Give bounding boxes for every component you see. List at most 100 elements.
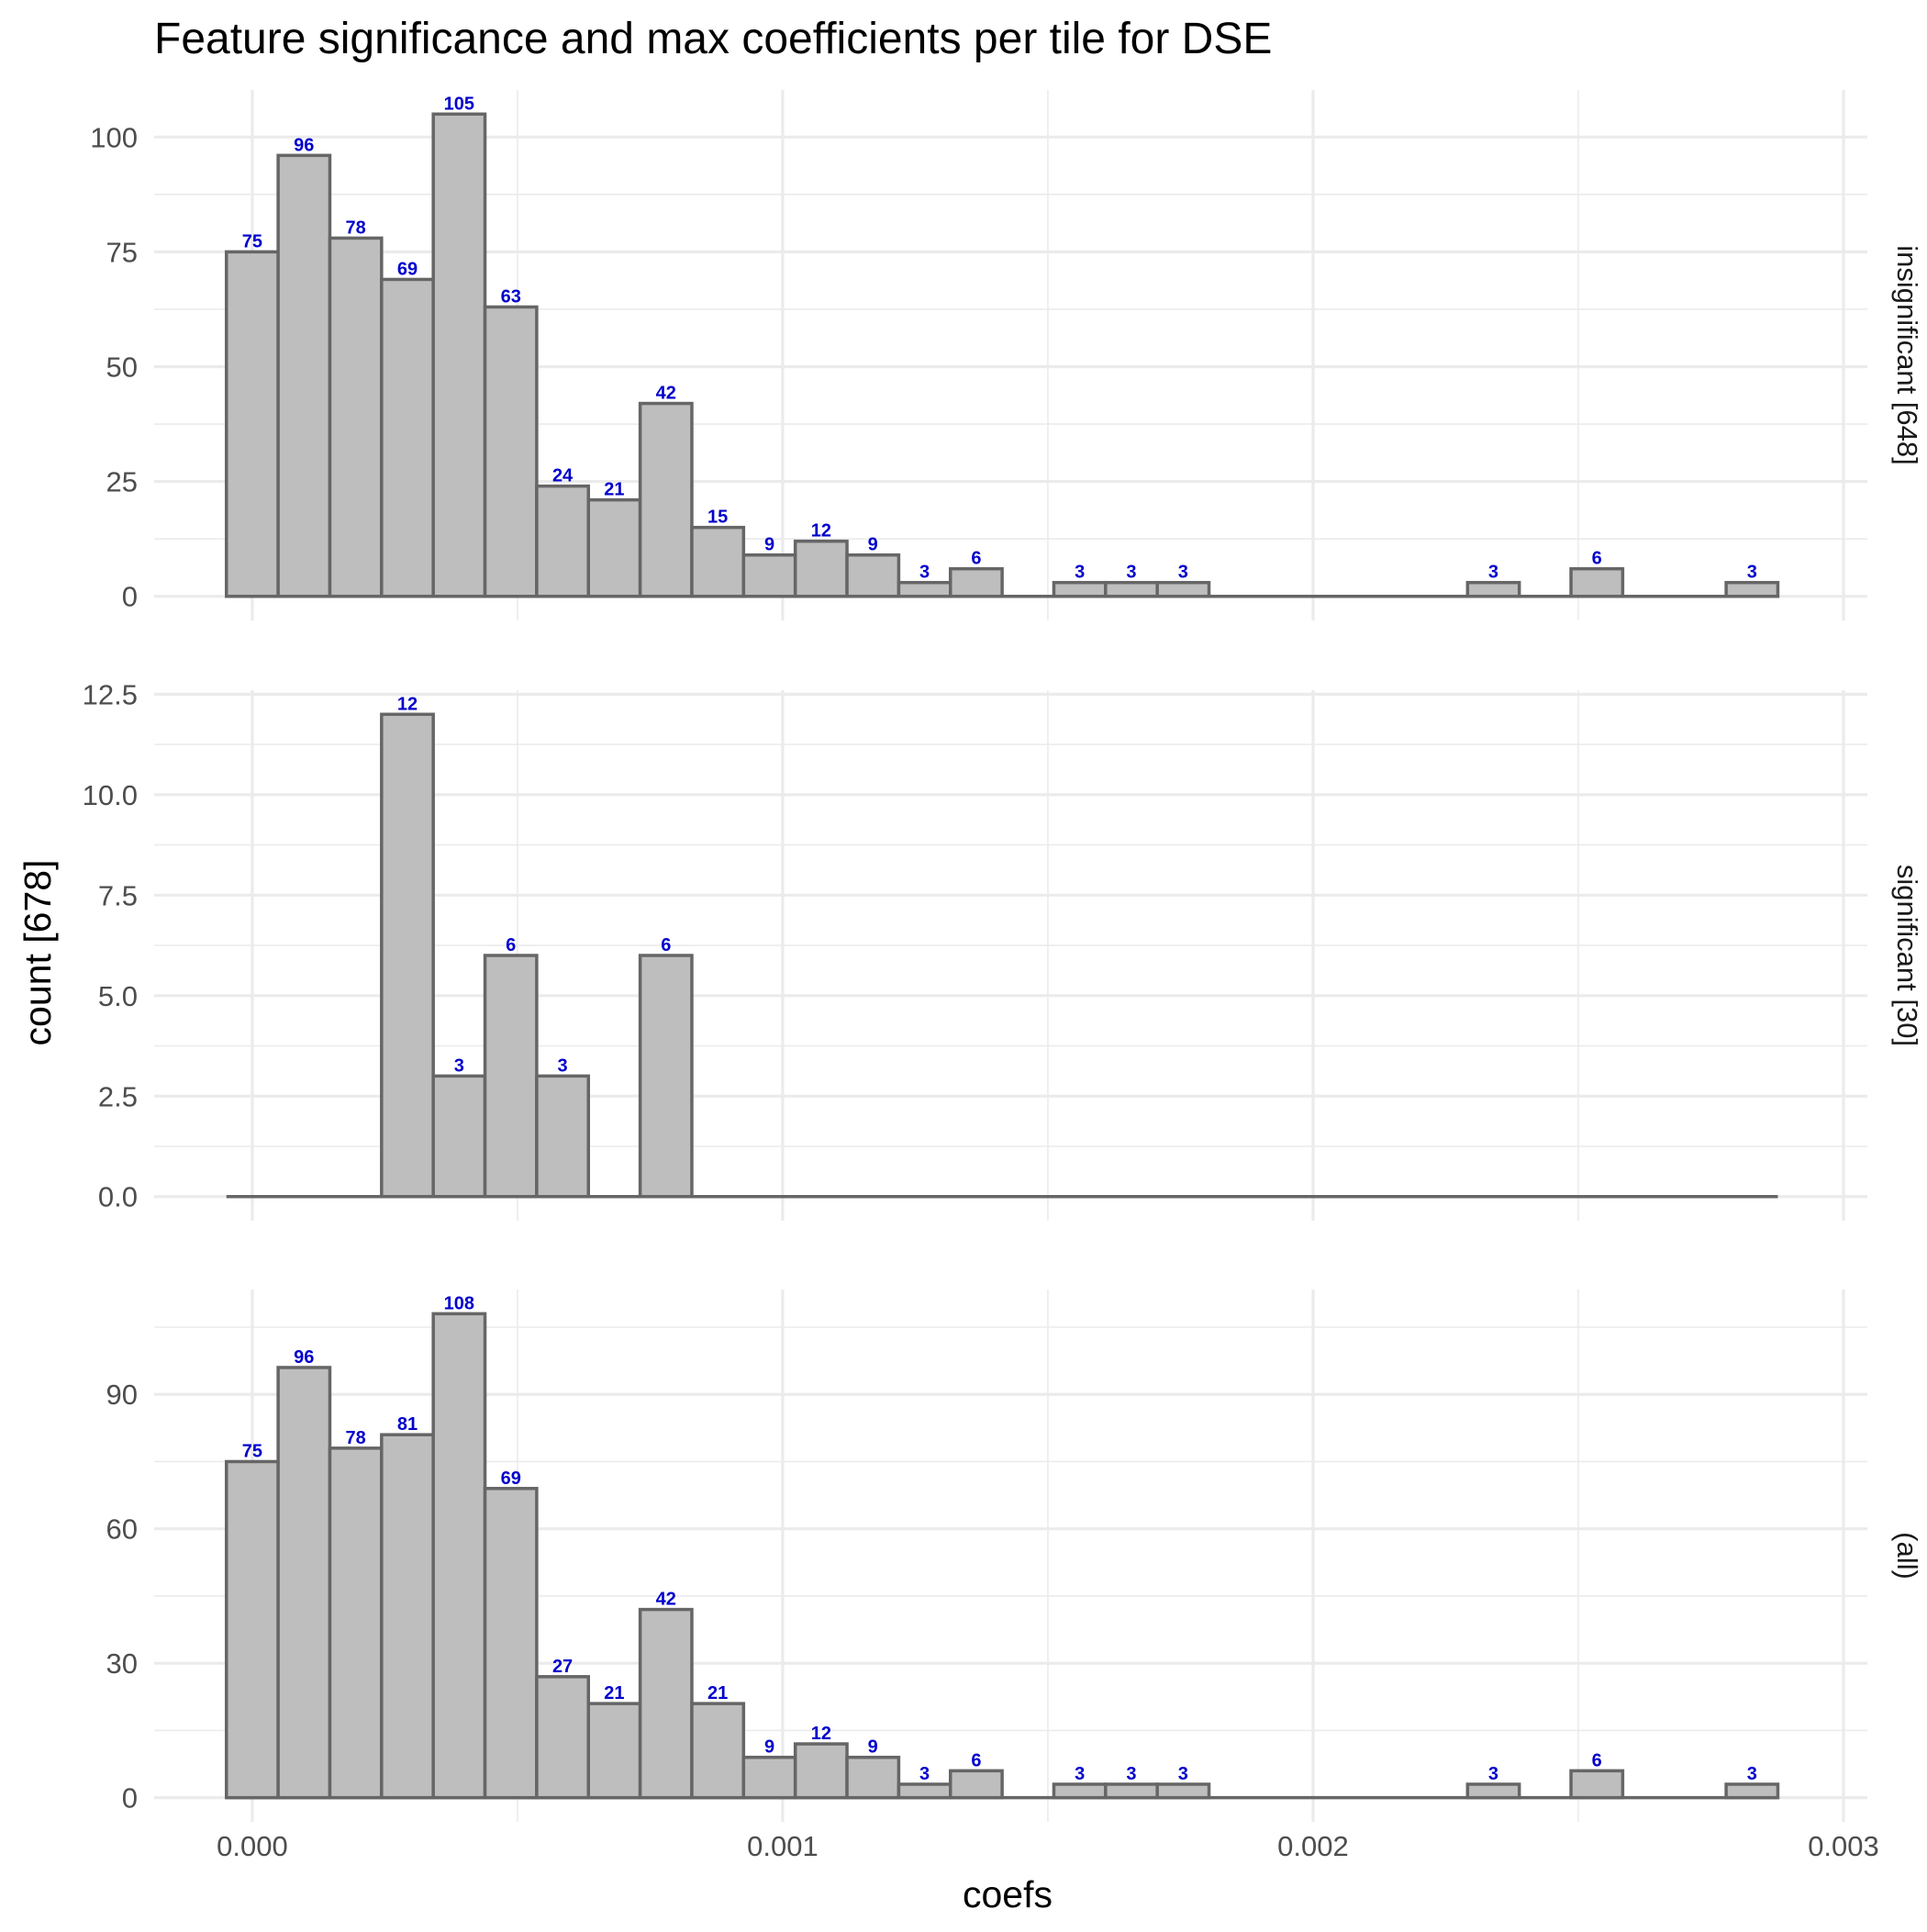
- bar-count-label: 3: [1178, 563, 1188, 583]
- bar-count-label: 9: [868, 1737, 878, 1758]
- bar-count-label: 6: [971, 1750, 981, 1770]
- histogram-bar: [328, 1446, 384, 1800]
- y-tick-label: 60: [106, 1513, 138, 1546]
- bar-count-label: 78: [346, 1428, 366, 1448]
- histogram-bar: [328, 236, 384, 598]
- histogram-bar: [276, 153, 332, 598]
- bar-count-label: 12: [811, 1724, 831, 1744]
- histogram-bar: [1155, 1782, 1211, 1800]
- y-tick-label: 50: [106, 352, 138, 384]
- histogram-bar: [1465, 580, 1521, 598]
- bar-count-label: 105: [444, 94, 474, 114]
- histogram-bar: [1465, 1782, 1521, 1800]
- histogram-bar: [845, 553, 901, 598]
- histogram-bar: [276, 1366, 332, 1800]
- bar-count-label: 27: [552, 1657, 573, 1677]
- histogram-bar: [741, 1755, 797, 1800]
- bar-count-label: 9: [764, 535, 774, 555]
- histogram-bar: [535, 1074, 591, 1199]
- bar-count-label: 69: [397, 259, 418, 279]
- x-tick-label: 0.000: [217, 1830, 288, 1862]
- histogram-bar: [431, 1074, 487, 1199]
- histogram-bar: [431, 112, 487, 598]
- bar-count-label: 3: [1075, 1764, 1085, 1784]
- y-tick-label: 12.5: [83, 678, 138, 710]
- histogram-bar: [380, 1433, 435, 1800]
- bar-count-label: 75: [242, 1441, 262, 1461]
- facet-panel-3: 0 30 60 90 75 96 78 81 108 69 27 21 42 21 9 12 9 3 6 3 3 3 3 6 3…: [106, 1290, 1923, 1822]
- facet-strip-label: insignificant [648]: [1891, 245, 1923, 465]
- histogram-bar: [1569, 1769, 1625, 1800]
- histogram-bar: [897, 580, 952, 598]
- facet-panel-2: 0.0 2.5 5.0 7.5 10.0 12.5 12 3 6 3 6 significant [3…: [83, 678, 1923, 1221]
- histogram-bar: [1155, 580, 1211, 598]
- histogram-bar: [638, 954, 694, 1199]
- bar-count-label: 3: [1488, 1764, 1498, 1784]
- bar-count-label: 24: [552, 466, 574, 486]
- y-tick-label: 0.0: [98, 1181, 138, 1213]
- bar-count-label: 12: [811, 521, 831, 542]
- histogram-bar: [483, 305, 539, 598]
- bar-count-label: 21: [604, 480, 624, 500]
- histogram-bar: [535, 484, 591, 598]
- x-axis-ticks: 0.000 0.001 0.002 0.003: [217, 1830, 1879, 1862]
- bar-count-label: 9: [764, 1737, 774, 1758]
- histogram-bar: [741, 553, 797, 598]
- histogram-bar: [638, 1607, 694, 1800]
- histogram-bar: [1569, 566, 1625, 598]
- histogram-bar: [793, 539, 849, 598]
- histogram-bar: [897, 1782, 952, 1800]
- histogram-bar: [1104, 580, 1159, 598]
- histogram-bar: [1052, 580, 1108, 598]
- bar-count-label: 108: [444, 1293, 474, 1313]
- y-tick-label: 2.5: [98, 1080, 138, 1112]
- facet-strip-label: significant [30]: [1891, 865, 1923, 1046]
- bar-count-label: 96: [294, 1347, 314, 1368]
- bar-count-label: 3: [1075, 563, 1085, 583]
- bar-count-label: 63: [501, 286, 521, 307]
- y-tick-label: 100: [90, 121, 138, 153]
- bar-count-label: 6: [1592, 1750, 1602, 1770]
- histogram-bar: [1724, 580, 1780, 598]
- bar-count-label: 3: [558, 1055, 568, 1076]
- histogram-bar: [690, 525, 746, 598]
- bar-count-label: 6: [971, 549, 981, 569]
- histogram-bar: [225, 1459, 280, 1800]
- bar-count-label: 3: [454, 1055, 464, 1076]
- y-tick-label: 90: [106, 1379, 138, 1411]
- bar-count-label: 42: [656, 384, 676, 404]
- histogram-bar: [1724, 1782, 1780, 1800]
- bar-count-label: 75: [242, 231, 262, 251]
- histogram-bar: [1052, 1782, 1108, 1800]
- histogram-bar: [638, 401, 694, 598]
- histogram-bar: [1104, 1782, 1159, 1800]
- facet-strip-label: (all): [1891, 1532, 1923, 1580]
- bar-count-label: 3: [1126, 563, 1136, 583]
- x-tick-label: 0.003: [1808, 1830, 1879, 1862]
- bar-count-label: 81: [397, 1414, 418, 1435]
- histogram-bar: [793, 1742, 849, 1800]
- bar-count-label: 6: [506, 935, 516, 955]
- histogram-bar: [845, 1755, 901, 1800]
- bar-count-label: 21: [707, 1683, 728, 1703]
- histogram-bar: [483, 954, 539, 1199]
- bar-count-label: 3: [1488, 563, 1498, 583]
- x-axis-title: coefs: [963, 1873, 1053, 1915]
- y-tick-label: 10.0: [83, 779, 138, 811]
- bar-count-label: 6: [661, 935, 671, 955]
- bar-count-label: 42: [656, 1590, 676, 1610]
- x-tick-label: 0.002: [1277, 1830, 1349, 1862]
- chart-title: Feature significance and max coefficient…: [154, 15, 1272, 63]
- histogram-bar: [535, 1675, 591, 1800]
- y-axis-title: count [678]: [17, 860, 59, 1046]
- histogram-bar: [431, 1312, 487, 1800]
- bar-count-label: 3: [1126, 1764, 1136, 1784]
- y-tick-label: 30: [106, 1647, 138, 1680]
- y-tick-label: 0: [122, 1782, 138, 1815]
- histogram-bar: [586, 1702, 642, 1800]
- y-tick-label: 0: [122, 581, 138, 613]
